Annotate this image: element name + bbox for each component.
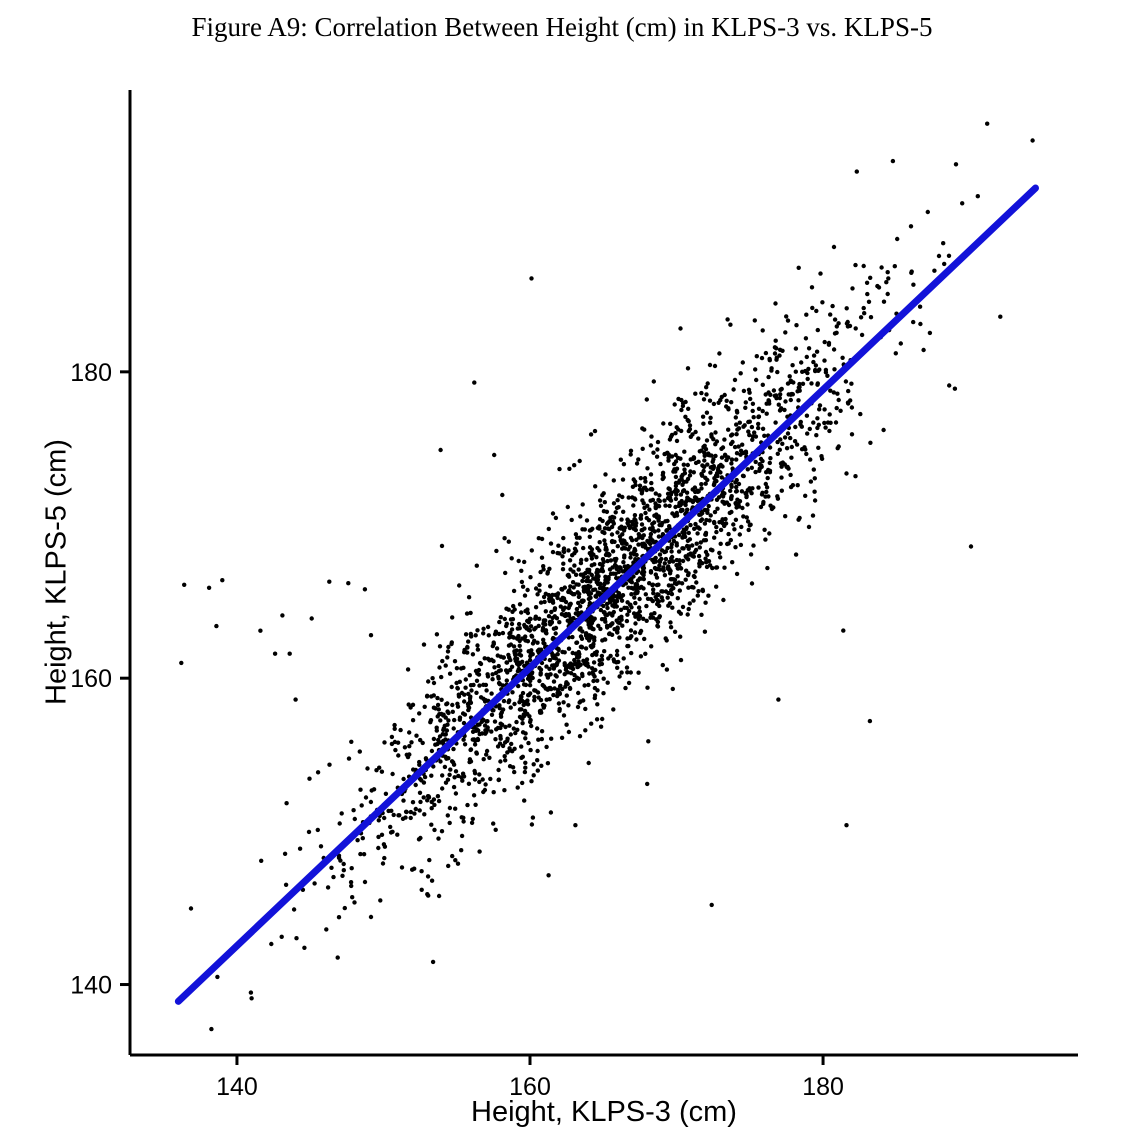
y-tick-label: 140 [70, 972, 112, 1000]
y-tick-label: 160 [70, 665, 112, 693]
x-tick-label: 140 [216, 1073, 258, 1101]
figure-title: Figure A9: Correlation Between Height (c… [191, 12, 933, 42]
y-tick-label: 180 [70, 359, 112, 387]
points-layer [179, 121, 1035, 1032]
axes-layer: 140 160 180 140 160 180 [70, 90, 1078, 1101]
x-tick-label: 160 [509, 1073, 551, 1101]
x-tick-label: 180 [802, 1073, 844, 1101]
x-axis-label: Height, KLPS-3 (cm) [471, 1096, 737, 1128]
regression-line [174, 184, 1040, 1005]
